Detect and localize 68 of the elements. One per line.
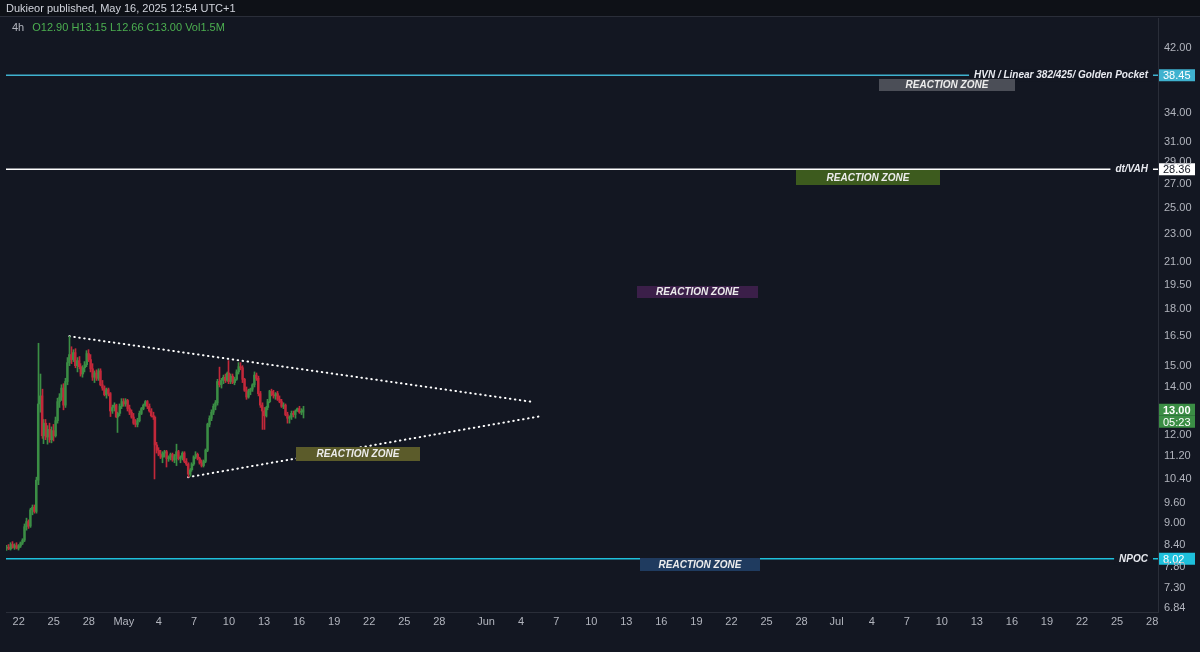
ref-line-label: NPOC [1119, 552, 1149, 564]
chart-title: 4h [12, 21, 25, 33]
x-tick-label: Jul [829, 614, 844, 627]
x-tick-label: 10 [935, 614, 948, 627]
x-tick-label: 4 [868, 614, 875, 627]
x-tick-label: 4 [518, 614, 525, 627]
text: Dukieor published, May 16, 2025 12:54 UTC+1 [6, 2, 236, 14]
y-tick-label: 15.00 [1164, 358, 1192, 371]
x-tick-label: 28 [433, 614, 446, 627]
text: 13.00 [1163, 403, 1191, 416]
x-tick-label: 7 [190, 614, 198, 627]
y-tick-label: 25.00 [1164, 201, 1192, 214]
x-tick-label: 13 [257, 614, 271, 627]
x-tick-label: May [113, 614, 135, 627]
text: 38.45 [1163, 69, 1191, 82]
x-tick-label: 22 [1075, 614, 1089, 627]
y-tick-label: 31.00 [1164, 134, 1192, 147]
y-tick-label: 16.50 [1164, 329, 1192, 342]
x-tick-label: 28 [795, 614, 808, 627]
x-tick-label: 4 [155, 614, 162, 627]
x-tick-label: 10 [585, 614, 598, 627]
y-tick-label: 27.00 [1164, 177, 1192, 190]
y-tick-label: 10.40 [1164, 471, 1192, 484]
y-tick-label: 34.00 [1164, 106, 1192, 119]
x-tick-label: 7 [553, 614, 560, 627]
y-tick-label: 19.50 [1164, 277, 1192, 290]
x-tick-label: 19 [690, 614, 703, 627]
y-tick-label: 7.30 [1164, 580, 1186, 593]
text: 05:23 [1163, 415, 1191, 428]
y-tick-label: 14.00 [1164, 379, 1192, 392]
y-tick-label: 9.00 [1164, 516, 1186, 529]
y-tick-label: 21.00 [1164, 254, 1192, 267]
y-tick-label: 23.00 [1164, 226, 1192, 239]
y-tick-label: 6.84 [1164, 600, 1186, 613]
annotation: REACTION ZONE [658, 558, 742, 570]
x-tick-label: 13 [970, 614, 983, 627]
x-tick-label: 16 [655, 614, 668, 627]
x-tick-label: 25 [760, 614, 773, 627]
y-tick-label: 11.20 [1164, 448, 1191, 461]
y-tick-label: 18.00 [1164, 302, 1192, 315]
y-tick-label: 12.00 [1164, 427, 1192, 440]
x-tick-label: 13 [620, 614, 633, 627]
y-tick-label: 9.60 [1164, 496, 1186, 509]
annotation: REACTION ZONE [905, 79, 989, 90]
candlestick [175, 443, 178, 466]
x-tick-label: 19 [328, 614, 341, 627]
x-tick-label: 22 [363, 614, 376, 627]
annotation: REACTION ZONE [826, 171, 910, 183]
x-tick-label: 10 [222, 614, 236, 627]
x-tick-label: 28 [82, 614, 95, 627]
annotation: REACTION ZONE [656, 286, 739, 297]
x-tick-label: 25 [47, 614, 60, 627]
x-tick-label: 28 [1146, 614, 1159, 627]
x-tick-label: 16 [1005, 614, 1019, 627]
x-tick-label: 19 [1040, 614, 1054, 627]
y-tick-label: 8.40 [1164, 537, 1186, 550]
x-tick-label: 16 [292, 614, 306, 627]
x-tick-label: 22 [12, 614, 25, 627]
x-tick-label: Jun [477, 614, 495, 627]
x-tick-label: 25 [1110, 614, 1124, 627]
annotation: REACTION ZONE [316, 448, 400, 459]
y-tick-label: 42.00 [1164, 41, 1192, 54]
x-tick-label: 25 [398, 614, 411, 627]
ref-line-label: dt/VAH [1115, 162, 1149, 174]
x-tick-label: 22 [725, 614, 738, 627]
ref-line-label: HVN / Linear 382/425/ Golden Pocket [974, 69, 1149, 81]
x-tick-label: 7 [903, 614, 910, 627]
chart-subtitle: O12.90 H13.15 L12.66 C13.00 Vol1.5M [32, 21, 225, 33]
